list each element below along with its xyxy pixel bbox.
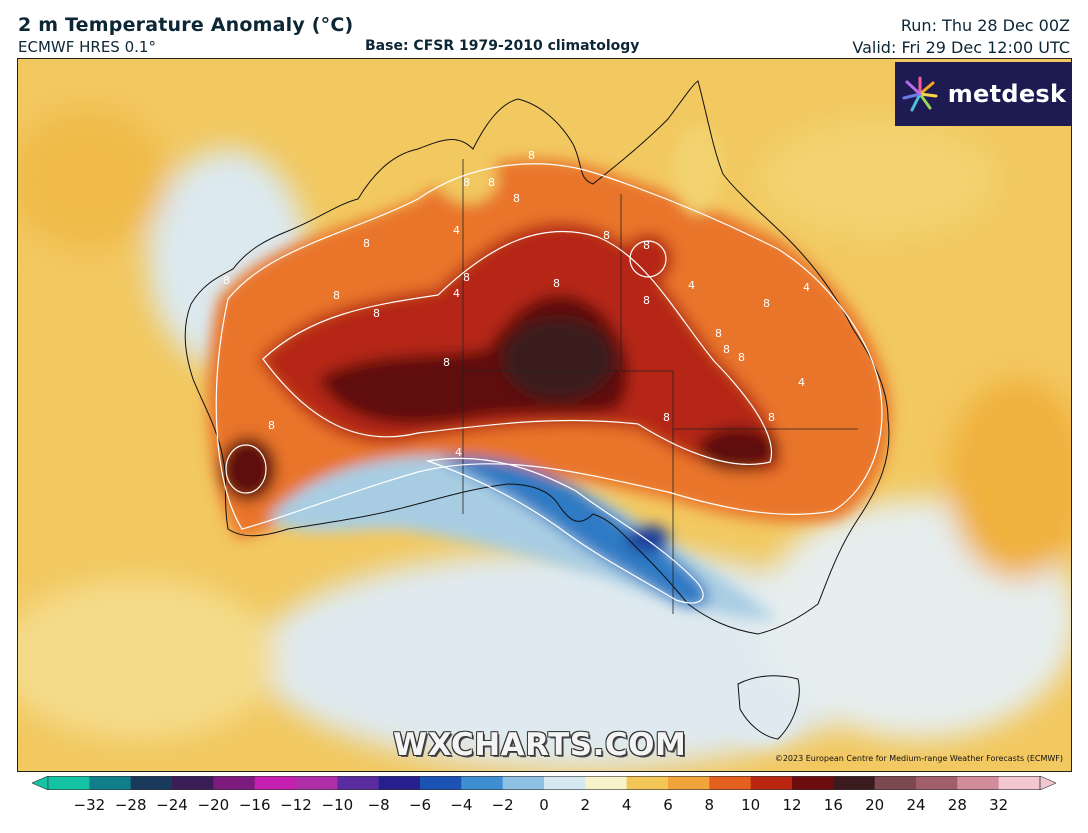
temperature-anomaly-map: 4 8 8 8 8 4 8 8 8 8 8 8 8 8 8 8 4 8 8 8 …: [18, 59, 1071, 771]
contour-label: 4: [688, 279, 695, 292]
contour-label: 8: [723, 343, 730, 356]
colorbar-tick-label: 12: [782, 796, 802, 814]
colorbar-ticks: −32 −28 −24 −20 −16 −12 −10 −8 −6 −4 −2 0 2 4 6 8 10 12 16…: [0, 796, 1088, 820]
state-borders: [462, 159, 858, 614]
colorbar-segment: [668, 776, 710, 790]
colorbar-segment: [254, 776, 297, 790]
colorbar-tick-label: −16: [238, 796, 271, 814]
contour-label: 4: [798, 376, 805, 389]
contour-labels: 4 8 8 8 8 4 8 8 8 8 8 8 8 8 8 8 4 8 8 8 …: [223, 149, 810, 459]
contour-label: 4: [453, 224, 460, 237]
contour-label: 8: [553, 277, 560, 290]
wxcharts-watermark: WXCHARTS.COM: [393, 727, 687, 763]
colorbar-tick-label: 28: [947, 796, 967, 814]
metdesk-logo-icon: [902, 76, 938, 112]
colorbar-segment: [172, 776, 214, 790]
colorbar-tick-label: −24: [156, 796, 188, 814]
metdesk-logo-text: metdesk: [947, 80, 1067, 108]
colorbar: [32, 776, 1056, 790]
colorbar-tick-label: 16: [823, 796, 843, 814]
colorbar-tick-label: −8: [367, 796, 390, 814]
colorbar-tick-label: −32: [73, 796, 106, 814]
colorbar-segment: [792, 776, 834, 790]
contour-label: 8: [363, 237, 370, 250]
colorbar-tick-label: −12: [280, 796, 312, 814]
contour-label: 8: [768, 411, 775, 424]
colorbar-segment: [833, 776, 876, 790]
contour-label: 8: [268, 419, 275, 432]
contour-label: 8: [528, 149, 535, 162]
contour-label: 4: [453, 287, 460, 300]
coastline-australia: [184, 80, 890, 635]
colorbar-tick-label: −2: [491, 796, 514, 814]
colorbar-tick-label: −28: [114, 796, 147, 814]
colorbar-tick-label: −10: [321, 796, 354, 814]
colorbar-tick-label: 6: [663, 796, 673, 814]
base-climatology: Base: CFSR 1979-2010 climatology: [365, 38, 640, 54]
contour-label: 4: [803, 281, 810, 294]
colorbar-border: [47, 776, 1041, 790]
contour-label: 8: [643, 239, 650, 252]
ecmwf-copyright: ©2023 European Centre for Medium-range W…: [774, 754, 1063, 763]
contour-label: 4: [455, 446, 462, 459]
colorbar-tick-label: 8: [704, 796, 715, 814]
contour-lines: [215, 163, 883, 604]
colorbar-max-arrow: [1039, 776, 1056, 790]
colorbar-segment: [626, 776, 669, 790]
colorbar-segment: [130, 776, 173, 790]
colorbar-segment: [89, 776, 132, 790]
contour-label: 8: [373, 307, 380, 320]
contour-label: 8: [738, 351, 745, 364]
colorbar-min-arrow: [32, 776, 49, 790]
valid-time: Valid: Fri 29 Dec 12:00 UTC: [852, 38, 1070, 57]
colorbar-tick-label: 2: [580, 796, 591, 814]
map-panel: 4 8 8 8 8 4 8 8 8 8 8 8 8 8 8 8 4 8 8 8 …: [17, 58, 1072, 772]
colorbar-segment: [213, 776, 256, 790]
colorbar-tick-label: 20: [865, 796, 885, 814]
colorbar-segment: [957, 776, 1000, 790]
contour-label: 8: [763, 297, 770, 310]
metdesk-logo: metdesk: [895, 62, 1071, 126]
colorbar-tick-label: −4: [450, 796, 473, 814]
colorbar-tick-label: −20: [197, 796, 230, 814]
contour-label: 8: [643, 294, 650, 307]
contour-label: 8: [513, 192, 520, 205]
run-time: Run: Thu 28 Dec 00Z: [900, 16, 1070, 35]
contour-label: 8: [488, 176, 495, 189]
colorbar-tick-label: 10: [741, 796, 761, 814]
contour-label: 8: [333, 289, 340, 302]
colorbar-segment: [585, 776, 628, 790]
colorbar-segment: [378, 776, 421, 790]
colorbar-segment: [420, 776, 462, 790]
contour-label: 8: [463, 176, 470, 189]
colorbar-segment: [296, 776, 338, 790]
colorbar-segment: [874, 776, 917, 790]
map-title: 2 m Temperature Anomaly (°C): [18, 14, 354, 36]
contour-label: 8: [663, 411, 670, 424]
colorbar-tick-label: 0: [539, 796, 549, 814]
colorbar-tick-label: 32: [989, 796, 1009, 814]
contour-label: 8: [223, 274, 230, 287]
colorbar-segment: [337, 776, 380, 790]
colorbar-segment: [998, 776, 1041, 790]
colorbar-tick-label: 4: [621, 796, 632, 814]
colorbar-segment: [461, 776, 504, 790]
colorbar-segment: [709, 776, 752, 790]
contour-label: 8: [715, 327, 722, 340]
colorbar-segment: [916, 776, 958, 790]
colorbar-segment: [48, 776, 90, 790]
colorbar-tick-label: 24: [906, 796, 926, 814]
contour-label: 8: [463, 271, 470, 284]
coastline-tasmania: [737, 675, 800, 740]
colorbar-segment: [750, 776, 793, 790]
colorbar-tick-label: −6: [408, 796, 432, 814]
colorbar-segment: [502, 776, 545, 790]
model-name: ECMWF HRES 0.1°: [18, 38, 156, 56]
contour-label: 8: [443, 356, 450, 369]
contour-label: 8: [603, 229, 610, 242]
colorbar-segment: [544, 776, 586, 790]
